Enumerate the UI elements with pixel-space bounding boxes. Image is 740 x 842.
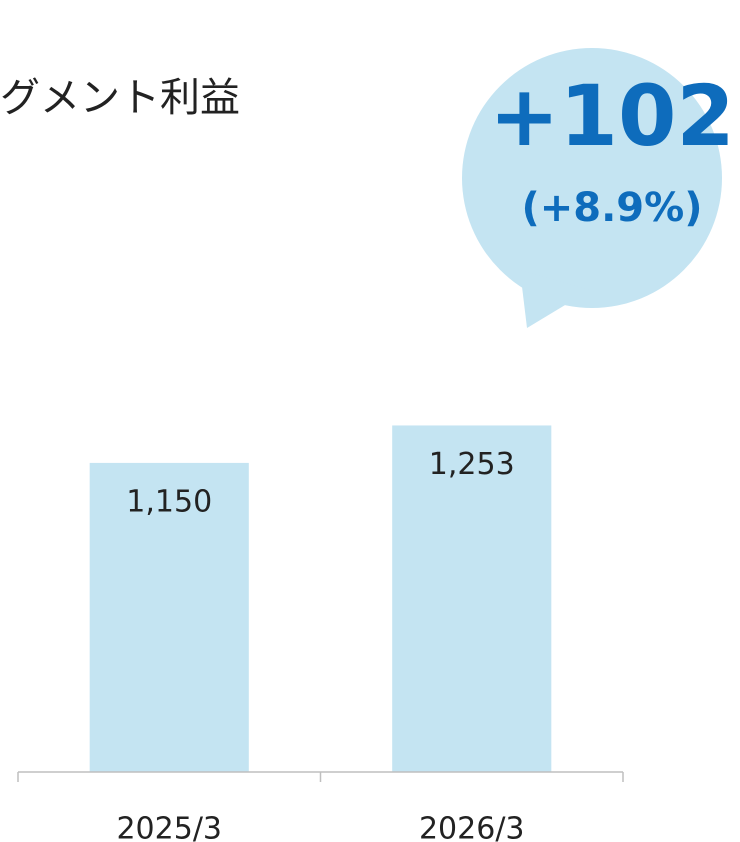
data-label: 1,150 bbox=[126, 484, 212, 519]
callout bbox=[462, 48, 722, 328]
callout-tail bbox=[520, 270, 590, 328]
x-tick-label: 2025/3 bbox=[116, 812, 222, 842]
bar bbox=[89, 462, 249, 772]
data-label: 1,253 bbox=[429, 447, 515, 482]
bar bbox=[392, 425, 552, 772]
callout-bubble bbox=[462, 48, 722, 308]
chart-title: グメント利益 bbox=[0, 75, 240, 121]
callout-percent: (+8.9%) bbox=[521, 185, 702, 231]
x-tick-label: 2026/3 bbox=[419, 812, 525, 842]
callout-value: +102 bbox=[489, 67, 735, 165]
